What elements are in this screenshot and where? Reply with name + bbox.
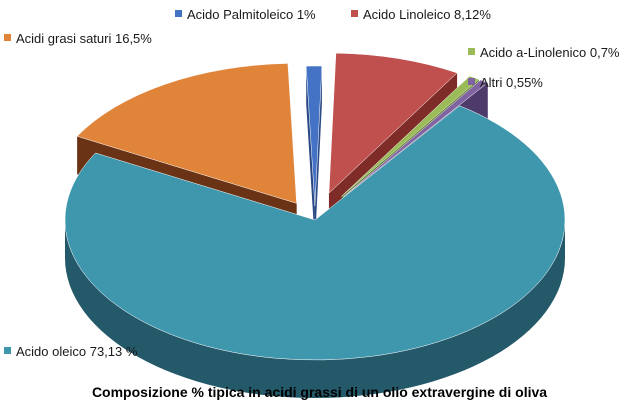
- slice-edge: [306, 66, 315, 245]
- pie-slice: [328, 52, 458, 194]
- label-marker: [468, 48, 475, 55]
- pie-slice: [64, 105, 566, 361]
- slice-label: Acido a-Linolenico 0,7%: [480, 45, 620, 60]
- pie-slice: [343, 79, 489, 198]
- label-marker: [4, 347, 11, 354]
- label-marker: [468, 78, 475, 85]
- label-marker: [4, 34, 11, 41]
- slice-label: Acido Linoleico 8,12%: [363, 7, 491, 22]
- slice-edge: [314, 66, 322, 245]
- slice-label: Acido Palmitoleico 1%: [187, 7, 316, 22]
- label-marker: [175, 10, 182, 17]
- pie-slice: [341, 75, 480, 197]
- slice-label: Acidi grasi saturi 16,5%: [16, 31, 152, 46]
- label-marker: [351, 10, 358, 17]
- slice-label: Acido oleico 73,13 %: [16, 344, 138, 359]
- pie-labels: Acido Palmitoleico 1% Acido Linoleico 8,1…: [4, 7, 620, 359]
- pie-slice: [305, 65, 323, 207]
- slice-rim: [65, 220, 565, 398]
- slice-side: [306, 66, 322, 245]
- chart-title: Composizione % tipica in acidi grassi di…: [91, 384, 548, 400]
- pie-tops: [64, 52, 566, 361]
- pie-slice: [76, 63, 297, 204]
- slice-label: Altri 0,55%: [480, 75, 543, 90]
